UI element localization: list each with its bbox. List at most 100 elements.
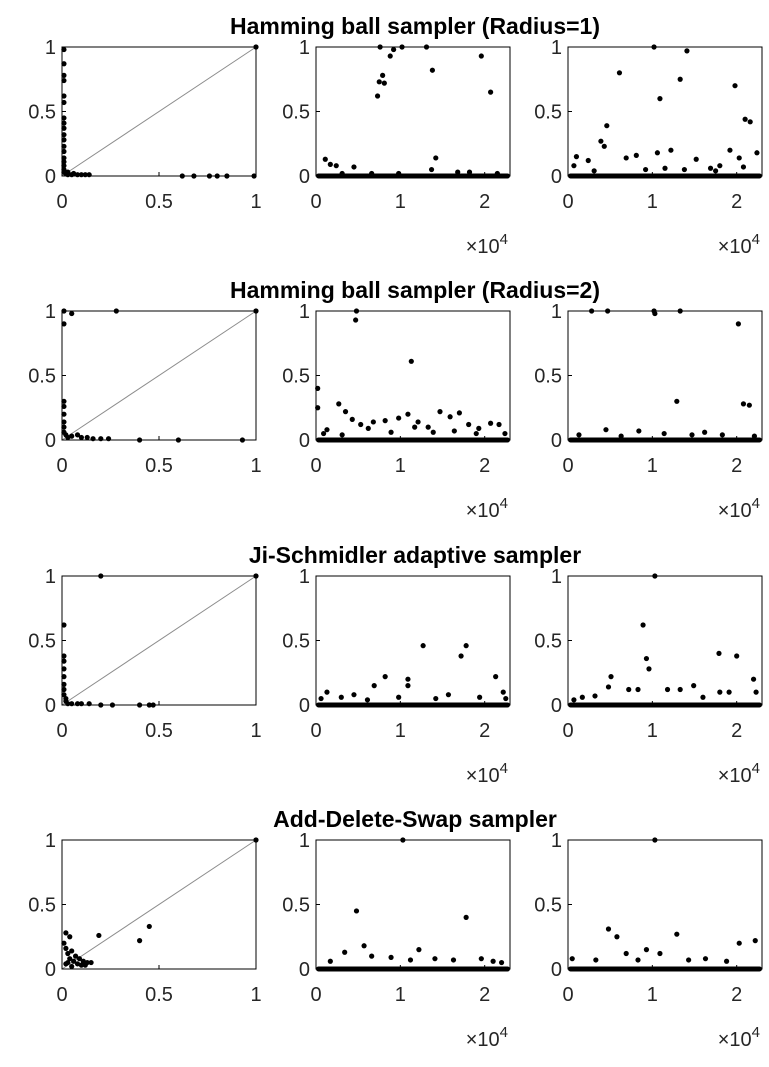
data-point-r1c2-22 [466,169,473,175]
x-tick-label-r4c1-2: 1 [250,984,261,1006]
data-point-r3c2-0 [420,643,426,649]
y-tick-label-r2c2-2: 1 [299,301,310,323]
y-tick-label-r2c3-1: 0.5 [534,366,562,388]
data-point-r2c2-14 [425,424,431,430]
data-point-r1c1-26 [86,172,92,178]
data-point-r1c2-4 [387,53,393,59]
data-point-r4c2-10 [478,956,484,962]
data-point-r4c2-7 [388,954,394,960]
data-point-r2c2-22 [324,427,330,433]
data-point-r3c2-5 [405,676,411,682]
data-point-r2c2-2 [408,358,414,364]
y-tick-label-r4c3-1: 0.5 [534,895,562,917]
x-multiplier-r1c2: ×104 [466,231,508,258]
x-tick-label-r2c2-1: 1 [395,455,406,477]
data-point-r3c3-9 [753,689,759,695]
data-point-r3c1-2 [61,653,67,659]
data-point-r2c1-14 [78,434,84,441]
y-tick-label-r1c2-2: 1 [299,37,310,59]
diagonal-line-r2c1 [61,310,257,441]
data-point-r4c1-5 [67,934,73,940]
data-point-r1c3-5 [657,96,663,102]
data-point-r1c3-14 [633,152,639,158]
row-title-3: Ji-Schmidler adaptive sampler [249,542,581,568]
diagonal-line-r1c1 [61,46,257,177]
data-point-r1c1-14 [61,159,67,165]
data-point-r1c3-1 [684,48,690,54]
data-point-r1c3-12 [668,147,674,153]
data-point-r1c2-1 [391,46,397,53]
data-point-r1c3-19 [693,156,699,162]
data-point-r4c1-10 [72,953,79,959]
data-point-r1c1-10 [61,137,67,143]
data-point-r3c3-3 [646,666,652,672]
x-tick-label-r2c1-2: 1 [250,455,261,477]
x-tick-label-r2c1-1: 0.5 [145,455,173,477]
data-point-r3c2-6 [405,683,411,689]
data-point-r1c2-13 [327,161,333,167]
y-tick-label-r1c2-1: 0.5 [282,102,310,124]
data-point-r2c3-7 [740,401,747,407]
data-point-r1c2-12 [322,156,328,162]
x-tick-label-r4c2-1: 1 [395,984,406,1006]
data-point-r4c2-1 [353,908,360,914]
data-point-r2c3-14 [661,430,667,437]
y-tick-label-r1c3-1: 0.5 [534,102,562,124]
x-tick-label-r2c2-2: 2 [479,455,490,477]
data-point-r2c2-28 [339,432,345,438]
x-tick-label-r2c1-0: 0 [56,455,67,477]
data-point-r2c3-6 [674,398,680,404]
data-point-r2c2-8 [358,421,364,428]
data-point-r2c2-30 [430,429,436,435]
y-tick-label-r3c1-2: 1 [45,566,56,588]
data-point-r1c2-5 [380,72,386,78]
data-point-r2c3-16 [751,433,758,439]
data-point-r4c1-9 [69,948,75,954]
y-tick-label-r4c1-1: 0.5 [28,895,56,917]
data-point-r3c2-18 [318,695,324,702]
y-tick-label-r1c3-0: 0 [551,166,562,188]
data-point-r3c3-13 [626,686,632,693]
data-point-r2c2-13 [415,419,421,425]
y-tick-label-r1c1-2: 1 [45,37,56,59]
data-point-r4c1-16 [67,956,73,962]
data-point-r3c2-4 [382,674,388,680]
data-point-r2c2-15 [437,409,443,415]
data-point-r1c1-12 [61,148,67,155]
data-point-r2c2-6 [342,409,349,415]
data-point-r3c1-7 [61,686,67,693]
data-point-r3c2-12 [445,692,452,698]
data-point-r3c2-15 [503,695,509,702]
x-tick-label-r3c2-1: 1 [395,720,406,742]
data-point-r2c2-5 [336,401,342,407]
data-point-r3c2-14 [500,689,506,695]
data-point-r4c2-5 [342,949,348,955]
data-point-r1c3-21 [707,165,714,171]
data-point-r4c3-4 [736,940,742,946]
data-point-r3c1-1 [61,622,67,628]
axes-box-r3c2 [315,575,511,706]
data-point-r1c1-4 [61,93,67,99]
data-point-r4c3-10 [593,957,599,963]
data-point-r4c1-21 [65,959,71,966]
data-point-r1c3-4 [677,76,683,82]
data-point-r4c2-4 [416,947,422,953]
data-point-r4c2-6 [369,953,375,959]
x-tick-label-r3c3-0: 0 [562,720,573,742]
x-tick-label-r1c3-0: 0 [562,191,573,213]
data-point-r1c2-9 [429,67,435,73]
data-point-r1c1-1 [61,61,67,67]
data-point-r2c2-29 [388,429,394,435]
x-tick-label-r1c2-0: 0 [310,191,321,213]
data-point-r3c1-14 [78,701,84,707]
data-point-r2c3-13 [618,433,624,439]
data-point-r1c1-8 [61,125,67,131]
x-tick-label-r4c1-1: 0.5 [145,984,173,1006]
data-point-r2c2-24 [412,424,418,430]
data-point-r1c2-17 [428,166,435,173]
data-point-r4c1-22 [69,963,75,970]
data-point-r4c1-4 [63,930,69,936]
x-multiplier-r2c2: ×104 [466,495,508,522]
data-point-r4c3-5 [752,938,758,944]
x-tick-label-r4c2-2: 2 [479,984,490,1006]
